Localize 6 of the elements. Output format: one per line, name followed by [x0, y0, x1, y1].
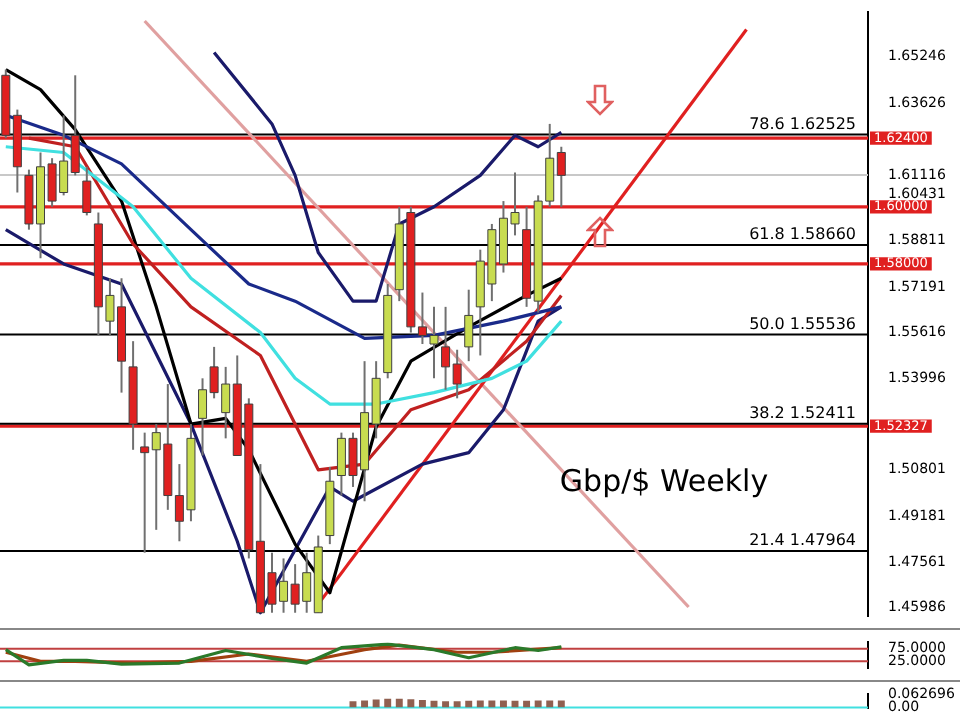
text: Gbp/$ Weekly — [559, 462, 769, 499]
ref-line-label: 38.2 1.52411 — [749, 403, 856, 422]
ref-line-label: 21.4 1.47964 — [749, 531, 856, 550]
ref-line-label: 61.8 1.58660 — [749, 225, 856, 244]
ref-line-label: 78.6 1.62525 — [749, 114, 856, 133]
ref-line-label: 50.0 1.55536 — [749, 314, 856, 333]
